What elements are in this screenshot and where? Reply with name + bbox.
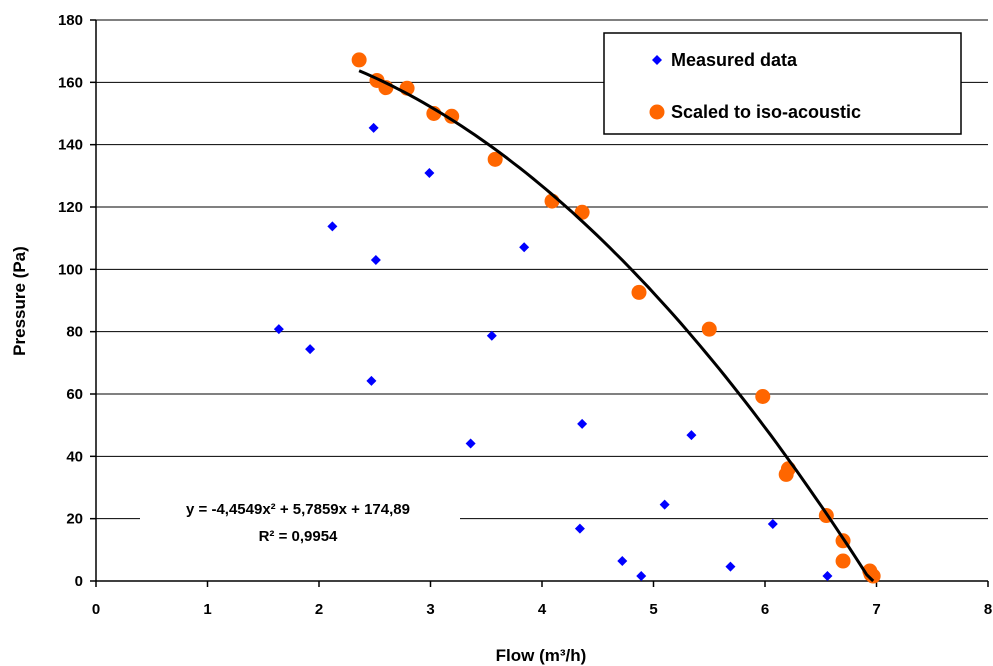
y-tick-label-60: 60 (66, 386, 83, 403)
y-tick-label-140: 140 (58, 137, 83, 154)
x-tick-labels: 0 1 2 3 4 5 6 7 8 (92, 601, 992, 618)
point-scaled-5 (444, 108, 460, 124)
legend-diamond-marker (652, 55, 662, 65)
point-scaled-19 (865, 568, 881, 584)
y-tick-labels: 0 20 40 60 80 100 120 140 160 180 (58, 12, 83, 590)
point-measured-2 (327, 221, 338, 232)
y-tick-label-100: 100 (58, 261, 83, 278)
y-tick-label-120: 120 (58, 199, 83, 216)
legend: Measured data Scaled to iso-acoustic (603, 32, 962, 135)
x-tick-label-5: 5 (649, 601, 657, 618)
x-tick-label-6: 6 (761, 601, 769, 618)
y-tick-label-0: 0 (75, 573, 83, 590)
equation-label-background (140, 489, 460, 549)
x-tick-label-3: 3 (426, 601, 434, 618)
y-tick-label-20: 20 (66, 511, 83, 528)
point-measured-4 (368, 122, 379, 133)
point-measured-14 (659, 499, 670, 510)
x-tick-label-0: 0 (92, 601, 100, 618)
x-axis-title: Flow (m³/h) (496, 646, 587, 665)
point-measured-0 (273, 324, 284, 335)
legend-box (603, 32, 962, 135)
x-tick-label-2: 2 (315, 601, 323, 618)
point-measured-13 (636, 571, 647, 582)
y-tick-label-80: 80 (66, 324, 83, 341)
point-measured-8 (486, 330, 497, 341)
point-measured-1 (305, 344, 316, 355)
legend-circle-marker (649, 104, 665, 120)
trendline-r-squared: R² = 0,9954 (259, 528, 338, 545)
point-measured-16 (725, 561, 736, 572)
point-measured-10 (574, 523, 585, 534)
point-measured-18 (822, 571, 833, 582)
y-tick-label-180: 180 (58, 12, 83, 29)
point-measured-12 (617, 556, 628, 567)
x-tick-label-8: 8 (984, 601, 992, 618)
point-measured-17 (767, 518, 778, 529)
y-tick-label-40: 40 (66, 448, 83, 465)
point-measured-15 (686, 430, 697, 441)
point-scaled-6 (487, 151, 503, 167)
point-scaled-10 (701, 321, 717, 337)
point-measured-6 (424, 168, 435, 179)
point-measured-7 (465, 438, 476, 449)
point-scaled-0 (351, 52, 367, 68)
trendline-equation: y = -4,4549x² + 5,7859x + 174,89 (186, 501, 410, 518)
legend-marker-scaled (649, 104, 665, 120)
trendline-group (358, 69, 875, 583)
y-axis-title: Pressure (Pa) (10, 246, 29, 356)
y-tick-label-160: 160 (58, 74, 83, 91)
point-scaled-16 (835, 553, 851, 569)
point-measured-11 (577, 418, 588, 429)
legend-label-measured: Measured data (671, 50, 798, 70)
legend-label-scaled: Scaled to iso-acoustic (671, 102, 861, 122)
x-tick-label-4: 4 (538, 601, 547, 618)
legend-marker-measured (652, 55, 662, 65)
point-measured-5 (370, 254, 381, 265)
x-tick-label-1: 1 (203, 601, 211, 618)
point-measured-3 (366, 375, 377, 386)
point-measured-9 (519, 242, 530, 253)
x-tick-label-7: 7 (872, 601, 880, 618)
point-scaled-9 (631, 284, 647, 300)
axes (90, 19, 989, 587)
trendline-curve (358, 69, 875, 583)
point-scaled-11 (755, 388, 771, 404)
